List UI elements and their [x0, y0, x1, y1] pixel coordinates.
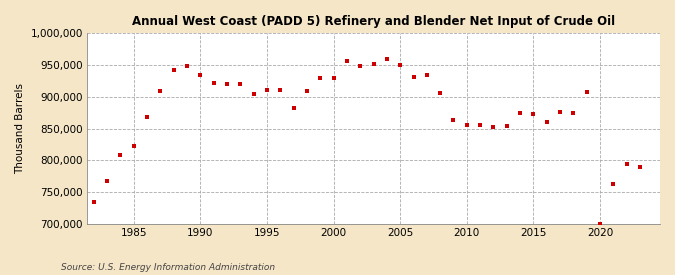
Point — [288, 105, 299, 110]
Point — [381, 57, 392, 61]
Point — [221, 82, 232, 86]
Point — [435, 91, 446, 95]
Text: Source: U.S. Energy Information Administration: Source: U.S. Energy Information Administ… — [61, 263, 275, 271]
Point — [541, 120, 552, 124]
Point — [302, 89, 313, 93]
Point — [142, 114, 153, 119]
Point — [408, 74, 419, 79]
Point — [568, 111, 578, 115]
Point — [328, 76, 339, 80]
Point — [355, 64, 366, 68]
Point — [115, 153, 126, 158]
Point — [275, 88, 286, 93]
Point — [128, 144, 139, 148]
Point — [182, 64, 192, 68]
Point — [634, 165, 645, 169]
Point — [75, 163, 86, 168]
Point — [621, 161, 632, 166]
Point — [462, 123, 472, 128]
Point — [88, 199, 99, 204]
Point — [528, 112, 539, 116]
Point — [315, 76, 325, 80]
Point — [209, 81, 219, 85]
Point — [555, 110, 566, 114]
Point — [395, 63, 406, 67]
Point — [421, 72, 432, 77]
Point — [102, 179, 113, 183]
Point — [448, 118, 459, 123]
Point — [502, 124, 512, 128]
Point — [581, 90, 592, 94]
Point — [235, 82, 246, 86]
Point — [608, 182, 619, 187]
Y-axis label: Thousand Barrels: Thousand Barrels — [15, 83, 25, 174]
Point — [342, 59, 352, 63]
Point — [155, 89, 166, 93]
Point — [168, 68, 179, 72]
Title: Annual West Coast (PADD 5) Refinery and Blender Net Input of Crude Oil: Annual West Coast (PADD 5) Refinery and … — [132, 15, 615, 28]
Point — [195, 72, 206, 77]
Point — [368, 62, 379, 66]
Point — [515, 111, 526, 115]
Point — [595, 222, 605, 226]
Point — [488, 125, 499, 130]
Point — [248, 92, 259, 96]
Point — [475, 123, 485, 128]
Point — [261, 88, 272, 93]
